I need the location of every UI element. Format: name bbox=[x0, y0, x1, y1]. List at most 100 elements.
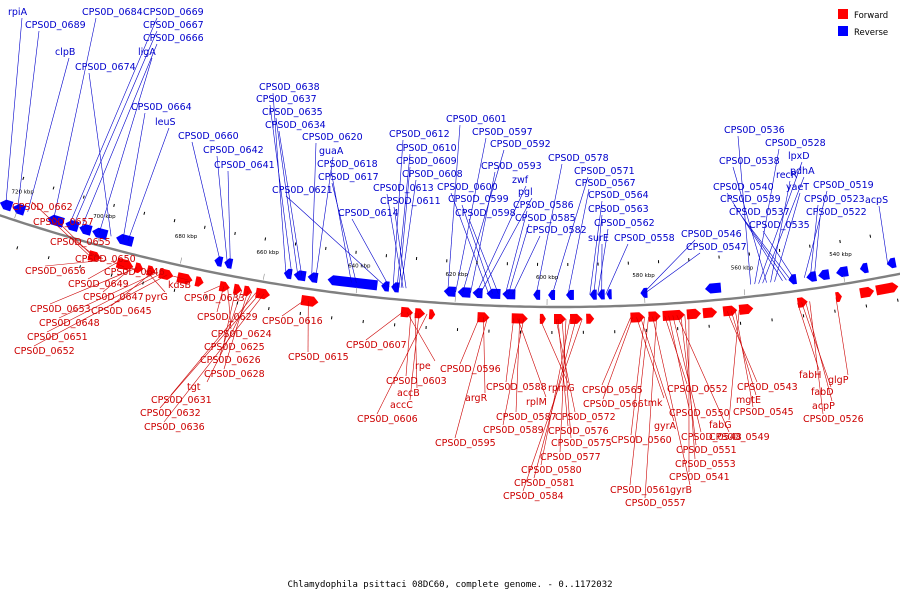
gene-label: zwf bbox=[512, 175, 529, 186]
leader-line bbox=[505, 210, 528, 295]
leader-line bbox=[216, 286, 224, 313]
leader-line bbox=[52, 216, 94, 257]
reverse-gene-feature bbox=[859, 262, 869, 274]
gene-label: CPS0D_0585 bbox=[515, 213, 576, 224]
tick-mark bbox=[743, 289, 746, 296]
leader-line bbox=[476, 185, 527, 294]
reverse-gene-feature bbox=[381, 281, 390, 292]
gene-label: lpxD bbox=[788, 151, 810, 162]
forward-gene-feature bbox=[686, 308, 701, 320]
leader-line bbox=[508, 223, 530, 295]
gene-label: argR bbox=[465, 393, 488, 404]
spacer-mark bbox=[113, 203, 115, 208]
forward-gene-feature bbox=[194, 276, 204, 287]
gene-label: surE bbox=[588, 233, 609, 244]
leader-line bbox=[878, 205, 888, 264]
gene-label: fabD bbox=[811, 387, 834, 398]
tick-label: 720 kbp bbox=[11, 189, 34, 195]
leader-line bbox=[797, 302, 820, 371]
genome-backbone bbox=[0, 214, 900, 309]
gene-label: CPS0D_0561 bbox=[610, 485, 671, 496]
gene-label: CPS0D_0620 bbox=[302, 132, 363, 143]
leader-line bbox=[127, 127, 170, 241]
gene-label: CPS0D_0608 bbox=[402, 169, 463, 180]
leader-line bbox=[602, 317, 633, 400]
gene-label: CPS0D_0586 bbox=[513, 200, 574, 211]
gene-label: CPS0D_0546 bbox=[681, 229, 742, 240]
leader-line bbox=[774, 192, 801, 282]
gene-label: CPS0D_0674 bbox=[75, 62, 136, 73]
leader-line bbox=[365, 311, 404, 341]
gene-label: CPS0D_0528 bbox=[765, 138, 826, 149]
reverse-gene-feature bbox=[293, 270, 307, 282]
gene-label: CPS0D_0600 bbox=[437, 182, 498, 193]
leader-line bbox=[386, 193, 404, 288]
leader-line bbox=[561, 318, 572, 439]
leader-line bbox=[754, 148, 780, 285]
map-caption: Chlamydophila psittaci 08DC60, complete … bbox=[287, 580, 612, 590]
gene-label: CPS0D_0565 bbox=[582, 385, 643, 396]
reverse-gene-feature bbox=[0, 199, 14, 212]
reverse-gene-feature bbox=[391, 282, 400, 293]
leader-line bbox=[468, 218, 499, 295]
leader-line bbox=[315, 156, 334, 278]
gene-label: CPS0D_0607 bbox=[346, 340, 407, 351]
forward-gene-feature bbox=[176, 272, 193, 285]
gene-label: glgP bbox=[828, 375, 849, 386]
leader-line bbox=[392, 139, 404, 288]
gene-label: CPS0D_0655 bbox=[50, 237, 111, 248]
spacer-mark bbox=[52, 186, 55, 190]
spacer-mark bbox=[869, 234, 872, 238]
leader-line bbox=[672, 315, 702, 433]
gene-label: pyrG bbox=[145, 292, 168, 303]
gene-label: ligA bbox=[138, 47, 156, 58]
leader-line bbox=[278, 130, 303, 276]
gene-label: CPS0D_0612 bbox=[389, 129, 450, 140]
forward-gene-feature bbox=[400, 306, 413, 318]
spacer-mark bbox=[16, 246, 19, 250]
spacer-mark bbox=[897, 298, 899, 302]
gene-label: CPS0D_0664 bbox=[131, 102, 192, 113]
gene-label: CPS0D_0618 bbox=[317, 159, 378, 170]
forward-gene-feature bbox=[554, 314, 566, 324]
gene-label: CPS0D_0548 bbox=[681, 432, 742, 443]
gene-label: CPS0D_0636 bbox=[144, 422, 205, 433]
tick-label: 580 kbp bbox=[632, 273, 655, 279]
leader-line bbox=[680, 314, 697, 446]
tick-label: 540 kbp bbox=[829, 252, 852, 258]
forward-gene-feature bbox=[702, 307, 718, 319]
gene-label: CPS0D_0563 bbox=[588, 204, 649, 215]
leader-line bbox=[557, 318, 569, 427]
leader-line bbox=[49, 267, 138, 305]
gene-label: CPS0D_0557 bbox=[625, 498, 686, 509]
reverse-gene-feature bbox=[548, 290, 556, 300]
leader-line bbox=[269, 104, 293, 275]
leader-line bbox=[515, 318, 520, 413]
tick-mark bbox=[355, 287, 358, 294]
leader-line bbox=[58, 272, 158, 319]
gene-label: gyrA bbox=[654, 421, 677, 432]
gene-label: CPS0D_0551 bbox=[676, 445, 737, 456]
gene-label: gyrB bbox=[670, 485, 692, 496]
tick-label: 640 kbp bbox=[348, 263, 371, 269]
gene-label: tgt bbox=[187, 382, 201, 393]
gene-label: CPS0D_0562 bbox=[594, 218, 655, 229]
spacer-mark bbox=[47, 256, 50, 260]
leader-line bbox=[398, 166, 411, 288]
gene-label: fabH bbox=[799, 370, 821, 381]
tick-mark bbox=[263, 273, 265, 280]
forward-gene-feature bbox=[662, 309, 685, 321]
gene-label: CPS0D_0606 bbox=[357, 414, 418, 425]
leader-line bbox=[644, 316, 657, 499]
leader-line bbox=[191, 141, 221, 262]
leader-line bbox=[73, 30, 158, 226]
spacer-mark bbox=[865, 304, 868, 308]
leader-line bbox=[331, 182, 357, 284]
reverse-gene-feature bbox=[224, 258, 234, 269]
leader-line bbox=[227, 287, 232, 330]
leader-line bbox=[159, 293, 261, 409]
forward-gene-feature bbox=[835, 291, 842, 303]
gene-label: CPS0D_0616 bbox=[262, 316, 323, 327]
forward-gene-feature bbox=[511, 313, 528, 324]
leader-line bbox=[733, 204, 787, 281]
